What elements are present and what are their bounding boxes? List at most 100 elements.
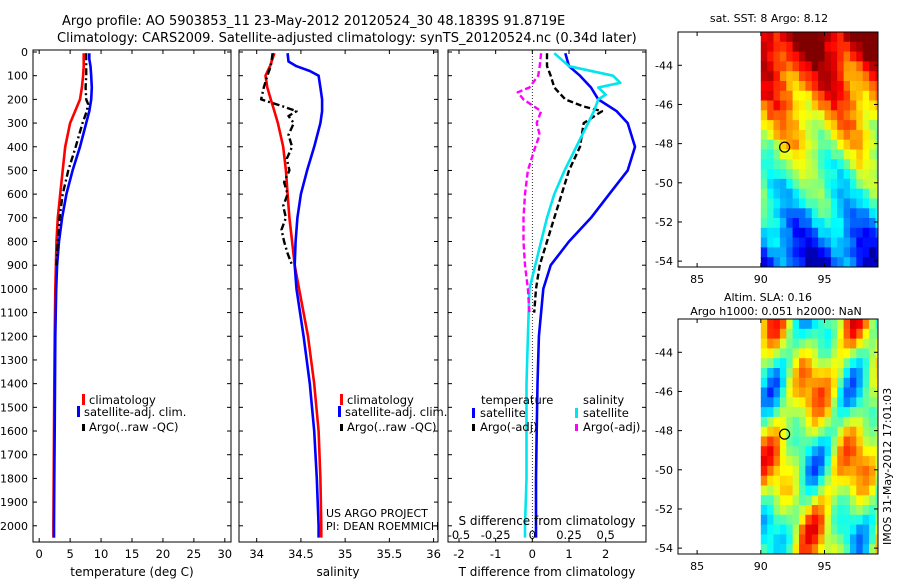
heatmap-cell	[811, 257, 819, 267]
heatmap-cell	[843, 198, 851, 209]
heatmap-cell	[792, 198, 800, 209]
heatmap-cell	[850, 188, 857, 200]
heatmap-cell	[786, 90, 794, 102]
heatmap-cell	[837, 348, 845, 359]
heatmap-cell	[811, 387, 819, 398]
heatmap-cell	[830, 407, 838, 418]
heatmap-cell	[843, 188, 851, 200]
heatmap-cell	[831, 554, 838, 564]
heatmap-cell	[837, 338, 845, 349]
depth-tick-label: 1400	[0, 378, 28, 391]
heatmap-cell	[805, 348, 813, 359]
heatmap-cell	[830, 120, 838, 131]
heatmap-cell	[773, 169, 781, 180]
heatmap-cell	[869, 169, 877, 180]
heatmap-cell	[850, 32, 857, 43]
heatmap-cell	[773, 338, 781, 349]
heatmap-cell	[792, 495, 800, 506]
heatmap-cell	[869, 485, 877, 496]
heatmap-cell	[837, 139, 845, 151]
heatmap-cell	[805, 110, 813, 121]
heatmap-cell	[856, 328, 864, 340]
heatmap-cell	[824, 247, 832, 258]
heatmap-cell	[767, 328, 775, 340]
heatmap-cell	[767, 178, 775, 190]
heatmap-cell	[773, 505, 781, 516]
heatmap-cell	[830, 129, 838, 141]
heatmap-cell	[805, 368, 813, 379]
heatmap-cell	[792, 247, 800, 258]
heatmap-cell	[805, 534, 813, 545]
heatmap-cell	[862, 178, 870, 190]
heatmap-cell	[850, 51, 857, 62]
heatmap-cell	[830, 257, 838, 267]
heatmap-cell	[837, 149, 845, 160]
heatmap-cell	[786, 377, 794, 389]
heatmap-cell	[773, 328, 781, 340]
heatmap-cell	[830, 61, 838, 72]
heatmap-cell	[799, 426, 806, 438]
heatmap-cell	[856, 110, 864, 121]
heatmap-cell	[767, 397, 775, 408]
heatmap-cell	[862, 495, 870, 506]
heatmap-cell	[779, 338, 787, 349]
heatmap-cell	[786, 120, 794, 131]
heatmap-cell	[767, 426, 775, 438]
series-line-climatology	[52, 53, 85, 538]
heatmap-cell	[837, 110, 845, 121]
heatmap-cell	[773, 407, 781, 418]
heatmap-cell	[869, 319, 877, 330]
series-line-s-satellite	[523, 52, 622, 538]
heatmap-cell	[760, 178, 768, 190]
heatmap-cell	[811, 348, 819, 359]
heatmap-cell	[875, 110, 878, 121]
heatmap-cell	[773, 387, 781, 398]
heatmap-cell	[799, 387, 806, 398]
heatmap-cell	[779, 505, 787, 516]
heatmap-cell	[824, 475, 832, 487]
heatmap-cell	[830, 358, 838, 369]
heatmap-cell	[767, 544, 775, 554]
heatmap-cell	[805, 544, 813, 554]
heatmap-cell	[837, 554, 844, 564]
heatmap-cell	[805, 237, 813, 248]
heatmap-cell	[837, 544, 845, 554]
heatmap-cell	[856, 100, 864, 111]
heatmap-cell	[760, 51, 768, 62]
heatmap-cell	[862, 377, 870, 389]
heatmap-cell	[792, 81, 800, 92]
heatmap-cell	[773, 71, 781, 82]
heatmap-cell	[760, 358, 768, 369]
legend-swatch-satellite	[77, 406, 80, 417]
sst-map-axes: -44 -46 -48 -50 -52 -54 85 90 95	[655, 32, 878, 286]
heatmap-cell	[869, 247, 877, 258]
lon-tick-label: 95	[817, 273, 831, 286]
heatmap-cell	[850, 257, 857, 267]
heatmap-cell	[862, 227, 870, 239]
heatmap-cell	[862, 505, 870, 516]
heatmap-cell	[856, 495, 864, 506]
heatmap-cell	[875, 416, 878, 428]
heatmap-cell	[799, 51, 806, 62]
heatmap-cell	[818, 505, 826, 516]
heatmap-cell	[862, 348, 870, 359]
heatmap-cell	[811, 208, 819, 219]
heatmap-cell	[780, 267, 787, 277]
heatmap-cell	[792, 110, 800, 121]
heatmap-cell	[799, 446, 806, 457]
heatmap-cell	[799, 338, 806, 349]
heatmap-cell	[792, 436, 800, 447]
lon-tick-label: 85	[690, 560, 704, 573]
heatmap-cell	[869, 208, 877, 219]
heatmap-cell	[837, 475, 845, 487]
heatmap-cell	[837, 426, 845, 438]
heatmap-cell	[805, 257, 813, 267]
heatmap-cell	[818, 456, 826, 467]
heatmap-cell	[843, 495, 851, 506]
heatmap-cell	[773, 178, 781, 190]
heatmap-cell	[792, 237, 800, 248]
heatmap-cell	[799, 129, 806, 141]
x-tick-label: 0	[36, 547, 43, 561]
heatmap-cell	[869, 358, 877, 369]
heatmap-cell	[818, 71, 826, 82]
